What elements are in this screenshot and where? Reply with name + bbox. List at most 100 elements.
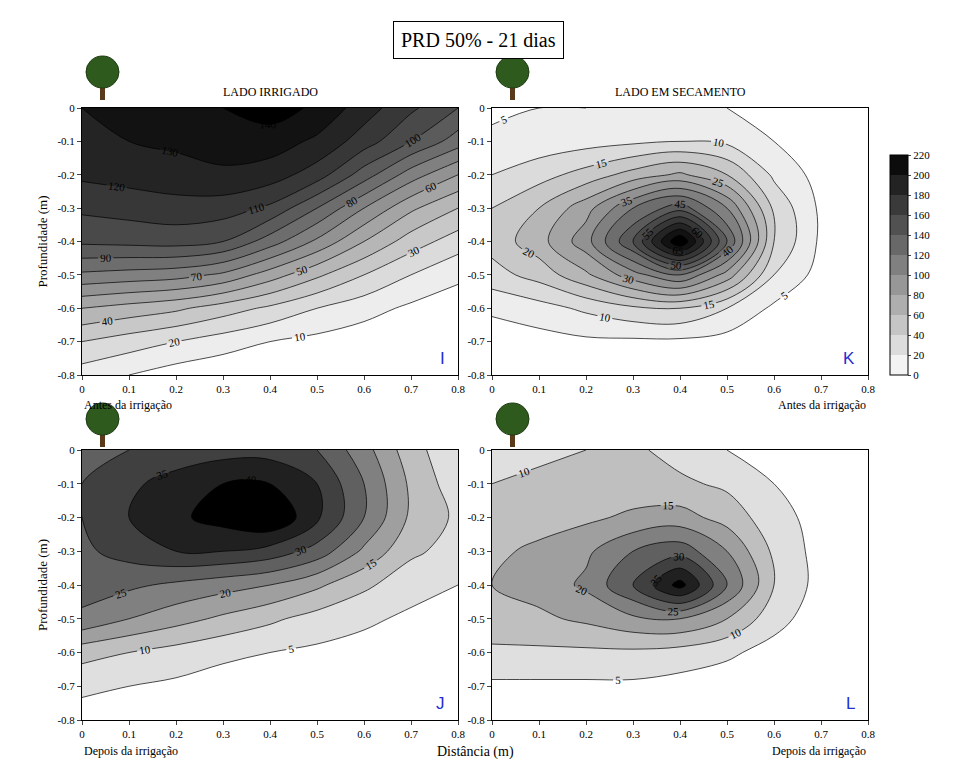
svg-text:0.7: 0.7 xyxy=(814,383,828,395)
svg-text:160: 160 xyxy=(913,209,930,221)
svg-text:35: 35 xyxy=(619,193,634,208)
svg-text:30: 30 xyxy=(621,272,635,287)
svg-text:0.6: 0.6 xyxy=(767,728,781,740)
svg-text:15: 15 xyxy=(702,297,716,311)
svg-text:0.8: 0.8 xyxy=(861,383,875,395)
svg-text:-0.5: -0.5 xyxy=(467,269,485,281)
svg-text:-0.8: -0.8 xyxy=(57,714,75,726)
svg-text:-0.2: -0.2 xyxy=(57,169,74,181)
svg-text:50: 50 xyxy=(670,259,683,272)
svg-text:5: 5 xyxy=(499,113,509,126)
svg-text:0.4: 0.4 xyxy=(263,383,277,395)
svg-text:Antes da irrigação: Antes da irrigação xyxy=(84,398,172,412)
svg-text:80: 80 xyxy=(913,289,925,301)
svg-text:15: 15 xyxy=(594,156,608,170)
svg-text:0.1: 0.1 xyxy=(532,383,546,395)
svg-text:-0.8: -0.8 xyxy=(467,369,485,381)
svg-text:PRD 50% - 21 dias: PRD 50% - 21 dias xyxy=(401,29,556,51)
svg-text:0.5: 0.5 xyxy=(720,728,734,740)
svg-text:0.3: 0.3 xyxy=(216,383,230,395)
svg-text:0: 0 xyxy=(489,728,495,740)
svg-text:LADO EM SECAMENTO: LADO EM SECAMENTO xyxy=(615,85,746,99)
svg-text:20: 20 xyxy=(574,582,589,598)
svg-text:-0.4: -0.4 xyxy=(57,235,75,247)
svg-text:40: 40 xyxy=(245,473,257,486)
svg-text:Antes da irrigação: Antes da irrigação xyxy=(778,398,866,412)
svg-text:-0.8: -0.8 xyxy=(57,369,75,381)
svg-text:80: 80 xyxy=(344,194,360,210)
svg-text:0: 0 xyxy=(69,444,75,456)
svg-text:-0.3: -0.3 xyxy=(57,545,75,557)
svg-text:25: 25 xyxy=(711,175,726,190)
svg-text:Depois da irrigação: Depois da irrigação xyxy=(772,744,866,758)
svg-text:0.4: 0.4 xyxy=(263,728,277,740)
svg-text:120: 120 xyxy=(108,179,127,193)
svg-text:0.1: 0.1 xyxy=(122,383,136,395)
svg-text:10: 10 xyxy=(293,330,306,344)
svg-text:140: 140 xyxy=(260,118,277,130)
svg-text:20: 20 xyxy=(913,349,925,361)
svg-text:0.8: 0.8 xyxy=(451,728,465,740)
svg-text:0.3: 0.3 xyxy=(216,728,230,740)
svg-text:0.7: 0.7 xyxy=(404,728,418,740)
svg-text:-0.7: -0.7 xyxy=(467,680,485,692)
svg-text:L: L xyxy=(846,694,855,713)
svg-text:0.8: 0.8 xyxy=(861,728,875,740)
svg-text:0: 0 xyxy=(479,444,485,456)
svg-text:0.2: 0.2 xyxy=(579,383,593,395)
svg-text:-0.5: -0.5 xyxy=(57,269,75,281)
svg-text:20: 20 xyxy=(219,586,233,600)
svg-text:5: 5 xyxy=(615,674,621,686)
svg-text:0: 0 xyxy=(69,102,75,114)
svg-text:-0.1: -0.1 xyxy=(467,135,484,147)
svg-text:25: 25 xyxy=(113,586,128,601)
svg-text:0: 0 xyxy=(79,383,85,395)
svg-text:45: 45 xyxy=(674,197,686,210)
svg-text:40: 40 xyxy=(913,329,925,341)
svg-text:30: 30 xyxy=(673,550,685,562)
svg-text:0.3: 0.3 xyxy=(626,383,640,395)
svg-text:-0.3: -0.3 xyxy=(467,545,485,557)
svg-text:50: 50 xyxy=(295,263,310,278)
svg-text:35: 35 xyxy=(155,467,170,482)
svg-text:140: 140 xyxy=(913,229,930,241)
svg-text:-0.1: -0.1 xyxy=(57,478,74,490)
svg-text:LADO IRRIGADO: LADO IRRIGADO xyxy=(223,85,318,99)
svg-text:-0.6: -0.6 xyxy=(467,302,485,314)
svg-text:-0.7: -0.7 xyxy=(57,335,75,347)
svg-text:0.3: 0.3 xyxy=(626,728,640,740)
svg-text:60: 60 xyxy=(913,309,925,321)
svg-text:20: 20 xyxy=(521,245,537,261)
svg-text:-0.6: -0.6 xyxy=(57,302,75,314)
svg-text:0.4: 0.4 xyxy=(673,383,687,395)
svg-text:0.2: 0.2 xyxy=(169,383,183,395)
svg-text:-0.8: -0.8 xyxy=(467,714,485,726)
svg-text:65: 65 xyxy=(672,244,685,257)
svg-text:0.7: 0.7 xyxy=(404,383,418,395)
svg-text:110: 110 xyxy=(247,200,266,216)
svg-text:-0.3: -0.3 xyxy=(57,202,75,214)
svg-text:0: 0 xyxy=(489,383,495,395)
svg-text:20: 20 xyxy=(167,335,181,349)
svg-text:15: 15 xyxy=(663,499,675,511)
svg-text:-0.7: -0.7 xyxy=(57,680,75,692)
svg-text:-0.7: -0.7 xyxy=(467,335,485,347)
svg-text:10: 10 xyxy=(517,465,532,480)
svg-text:I: I xyxy=(440,349,445,368)
svg-text:30: 30 xyxy=(293,543,308,558)
svg-text:100: 100 xyxy=(402,131,423,150)
svg-text:-0.6: -0.6 xyxy=(467,646,485,658)
svg-text:60: 60 xyxy=(689,224,706,241)
svg-text:10: 10 xyxy=(138,643,151,657)
svg-text:40: 40 xyxy=(101,314,114,328)
svg-text:220: 220 xyxy=(913,149,930,161)
svg-text:-0.4: -0.4 xyxy=(57,579,75,591)
svg-text:30: 30 xyxy=(406,243,422,259)
svg-text:Profundidade (m): Profundidade (m) xyxy=(35,195,50,287)
svg-text:K: K xyxy=(843,349,855,368)
svg-text:J: J xyxy=(436,694,445,713)
svg-text:-0.1: -0.1 xyxy=(467,478,484,490)
svg-text:60: 60 xyxy=(423,179,438,195)
svg-text:Profundidade (m): Profundidade (m) xyxy=(35,539,50,631)
svg-text:0.6: 0.6 xyxy=(767,383,781,395)
